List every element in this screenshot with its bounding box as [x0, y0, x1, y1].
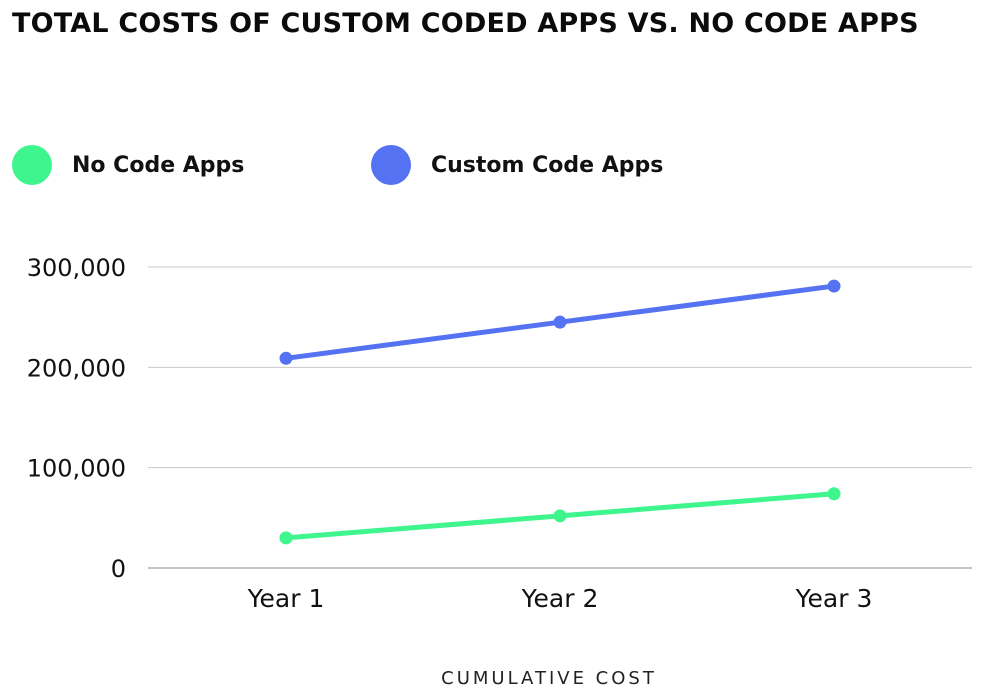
legend-item-no-code: No Code Apps	[12, 145, 244, 185]
data-point-custom-code	[827, 279, 841, 293]
data-point-no-code	[279, 531, 293, 545]
data-point-no-code	[827, 487, 841, 501]
x-tick-label: Year 3	[795, 584, 873, 613]
legend-marker-no-code	[12, 145, 52, 185]
data-point-custom-code	[553, 315, 567, 329]
legend-marker-custom-code	[371, 145, 411, 185]
data-point-custom-code	[279, 351, 293, 365]
y-tick-label: 100,000	[27, 455, 126, 483]
y-tick-label: 200,000	[27, 354, 126, 382]
legend-label-no-code: No Code Apps	[72, 152, 245, 178]
x-tick-label: Year 1	[247, 584, 325, 613]
x-axis-label: CUMULATIVE COST	[441, 668, 657, 689]
chart-title: TOTAL COSTS OF CUSTOM CODED APPS VS. NO …	[12, 8, 919, 39]
data-point-no-code	[553, 509, 567, 523]
y-tick-label: 0	[111, 555, 126, 583]
legend-item-custom-code: Custom Code Apps	[371, 145, 663, 185]
x-tick-label: Year 2	[521, 584, 599, 613]
y-tick-label: 300,000	[27, 254, 126, 282]
legend-label-custom-code: Custom Code Apps	[431, 152, 664, 178]
